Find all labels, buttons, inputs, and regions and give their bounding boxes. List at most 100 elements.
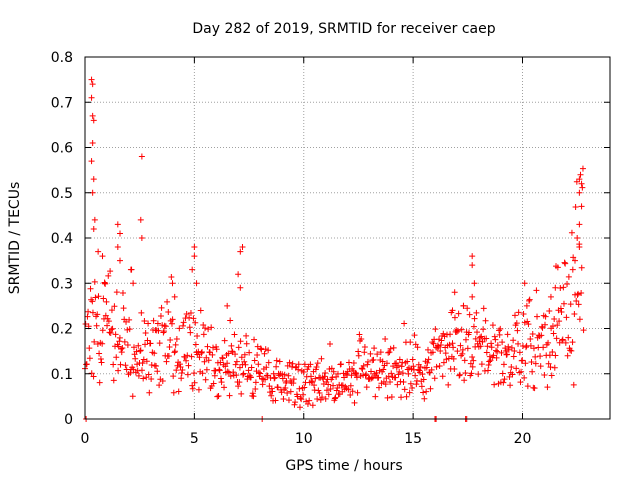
- data-point: [380, 366, 387, 373]
- data-point: [527, 335, 534, 342]
- data-point: [313, 363, 320, 370]
- data-point: [432, 326, 439, 333]
- data-point: [94, 311, 101, 318]
- data-point: [236, 379, 243, 386]
- data-point: [292, 399, 299, 406]
- data-point: [95, 248, 102, 255]
- data-point: [89, 112, 96, 119]
- data-point: [521, 280, 528, 287]
- data-point: [121, 338, 128, 345]
- data-point: [301, 361, 308, 368]
- data-point: [532, 360, 539, 367]
- data-point: [156, 340, 163, 347]
- data-point: [418, 383, 425, 390]
- data-point: [334, 384, 341, 391]
- data-point: [255, 361, 262, 368]
- data-point: [90, 225, 97, 232]
- data-point: [541, 321, 548, 328]
- data-point: [145, 320, 152, 327]
- data-point: [199, 370, 206, 377]
- data-point: [194, 333, 201, 340]
- data-point: [150, 317, 157, 324]
- data-point: [175, 388, 182, 395]
- data-point: [296, 385, 303, 392]
- data-point: [243, 332, 250, 339]
- data-point: [356, 331, 363, 338]
- data-point: [178, 369, 185, 376]
- data-point: [352, 369, 359, 376]
- data-point: [478, 333, 485, 340]
- data-point: [140, 375, 147, 382]
- data-point: [414, 344, 421, 351]
- data-point: [183, 357, 190, 364]
- data-point: [424, 359, 431, 366]
- data-point: [458, 326, 465, 333]
- data-point: [131, 344, 137, 351]
- data-point: [172, 348, 179, 355]
- data-point: [546, 352, 553, 359]
- data-point: [230, 369, 237, 376]
- data-point: [485, 367, 492, 374]
- data-point: [455, 327, 462, 334]
- data-point: [237, 248, 244, 255]
- data-point: [469, 354, 476, 361]
- data-point: [578, 203, 585, 210]
- data-point: [438, 337, 445, 344]
- data-point: [510, 337, 517, 344]
- data-point: [198, 349, 205, 356]
- data-point: [550, 330, 557, 337]
- data-point: [88, 158, 95, 165]
- data-point: [300, 391, 307, 398]
- data-point: [225, 350, 232, 357]
- data-point: [375, 374, 382, 381]
- data-point: [466, 311, 473, 318]
- data-point: [298, 396, 305, 403]
- data-point: [492, 347, 499, 354]
- data-point: [500, 379, 507, 386]
- data-point: [501, 376, 508, 383]
- data-point: [195, 386, 202, 393]
- data-point: [576, 176, 583, 183]
- data-point: [507, 382, 514, 389]
- data-point: [353, 371, 360, 378]
- data-point: [576, 316, 583, 323]
- data-point: [519, 357, 526, 364]
- data-point: [541, 372, 548, 379]
- data-point: [251, 336, 258, 343]
- data-point: [308, 373, 315, 380]
- data-point: [329, 374, 336, 381]
- data-point: [572, 203, 579, 210]
- data-point: [545, 360, 552, 367]
- data-point: [263, 372, 270, 379]
- data-point: [158, 304, 165, 311]
- data-point: [479, 338, 486, 345]
- data-point: [551, 315, 558, 322]
- data-point: [496, 327, 503, 334]
- data-point: [574, 291, 581, 298]
- data-point: [113, 289, 120, 296]
- data-point: [373, 369, 380, 376]
- data-point: [515, 340, 522, 347]
- data-point: [321, 373, 328, 380]
- data-point: [332, 394, 339, 401]
- data-point: [218, 379, 225, 386]
- data-point: [273, 357, 280, 364]
- data-point: [412, 372, 419, 379]
- data-point: [215, 392, 222, 399]
- data-point: [559, 336, 566, 343]
- data-point: [252, 379, 259, 386]
- data-point: [563, 314, 570, 321]
- y-tick-label: 0.8: [51, 50, 73, 66]
- data-point: [428, 366, 435, 373]
- data-point: [200, 321, 207, 328]
- data-point: [560, 300, 567, 307]
- data-point: [396, 356, 403, 363]
- data-point: [521, 374, 528, 381]
- data-point: [216, 366, 223, 373]
- data-point: [90, 176, 97, 183]
- data-point: [474, 329, 480, 336]
- data-point: [526, 297, 533, 304]
- data-point: [119, 345, 126, 352]
- data-point: [429, 349, 436, 356]
